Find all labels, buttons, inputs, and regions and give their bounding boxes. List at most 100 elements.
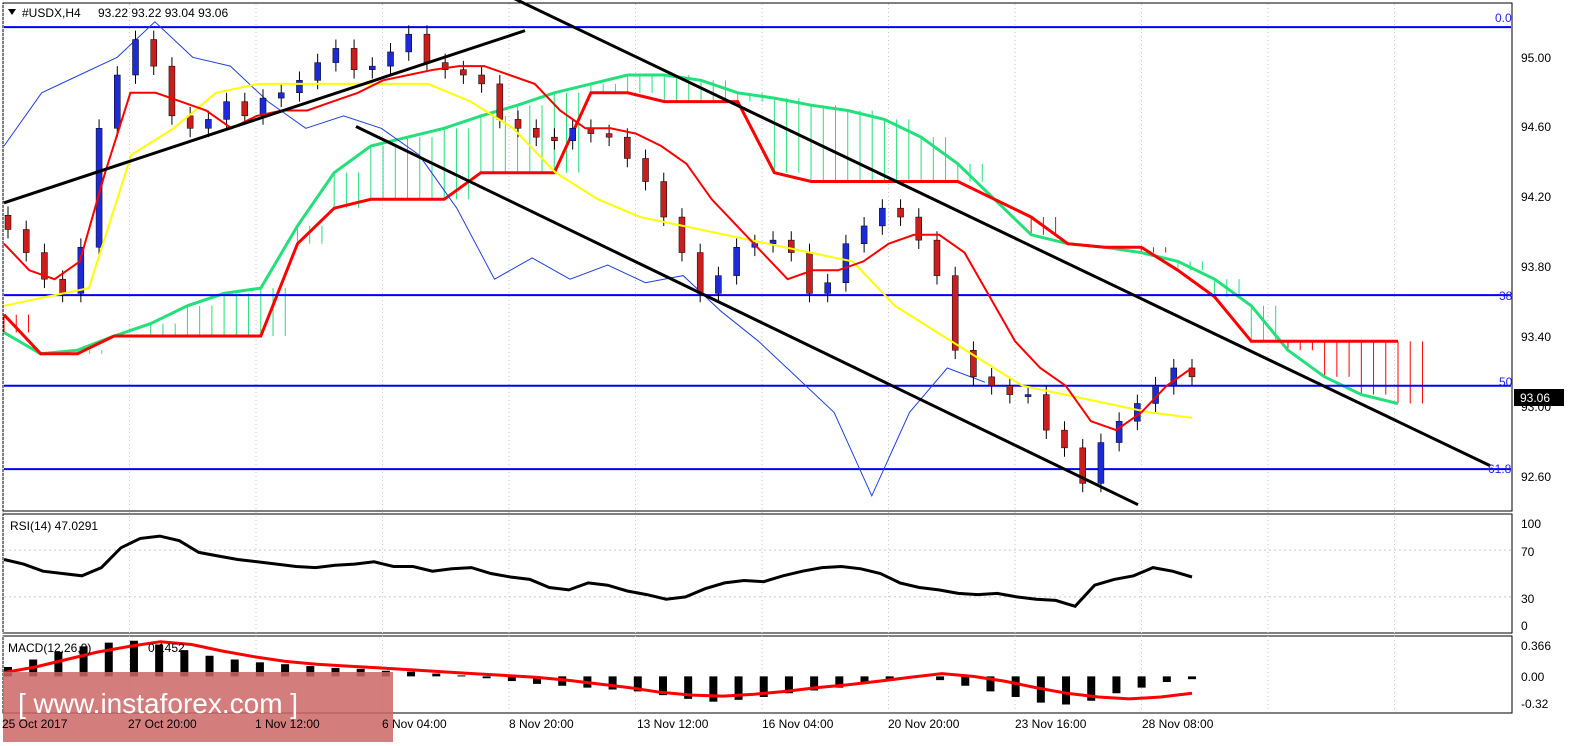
bear-candle — [678, 216, 686, 253]
current-price-value: 93.06 — [1520, 391, 1550, 405]
price-plot — [2, 0, 1511, 712]
bull-candle — [569, 128, 576, 141]
bear-candle — [478, 74, 485, 85]
bear-candle — [897, 207, 904, 218]
bear-candle — [59, 278, 66, 294]
time-tick-label: 6 Nov 04:00 — [382, 717, 447, 731]
bull-candle — [879, 207, 886, 227]
bull-candle — [769, 239, 777, 244]
price-tick-label: 93.80 — [1521, 260, 1551, 274]
bear-candle — [1079, 447, 1086, 484]
bull-candle — [223, 101, 230, 120]
bear-candle — [1043, 394, 1050, 431]
time-tick-label: 20 Nov 20:00 — [888, 717, 960, 731]
macd-value: 0.1452 — [148, 641, 185, 655]
macd-histogram-bar — [961, 676, 970, 686]
macd-histogram-bar — [709, 676, 718, 702]
macd-histogram-bar — [810, 676, 819, 691]
macd-histogram-bar — [54, 652, 63, 677]
bear-candle — [441, 62, 449, 70]
bull-candle — [95, 128, 103, 248]
macd-histogram-bar — [784, 676, 793, 694]
macd-histogram-bar — [281, 664, 290, 677]
macd-tick-label: 0.366 — [1521, 639, 1551, 653]
bear-candle — [788, 239, 795, 253]
bear-candle — [660, 181, 668, 218]
macd-histogram-bar — [1087, 676, 1096, 701]
price-tick-label: 92.60 — [1521, 470, 1551, 484]
time-tick-label: 23 Nov 16:00 — [1015, 717, 1087, 731]
macd-histogram-bar — [1011, 676, 1020, 697]
dropdown-arrow-icon[interactable] — [8, 9, 16, 15]
tenkan-sen-line — [3, 65, 1193, 432]
bear-candle — [532, 128, 540, 138]
macd-histogram-bar — [835, 676, 844, 688]
price-tick-label: 94.60 — [1521, 120, 1551, 134]
macd-histogram-bar — [658, 676, 667, 696]
bear-candle — [150, 39, 157, 67]
bear-candle — [1061, 429, 1068, 449]
bull-candle — [842, 243, 850, 283]
macd-histogram-bar — [1188, 676, 1196, 680]
bull-candle — [1134, 403, 1141, 422]
watermark-box — [3, 672, 393, 742]
macd-signal-line — [3, 640, 1193, 701]
rsi-tick-label: 30 — [1521, 592, 1535, 606]
macd-histogram-bar — [885, 676, 894, 681]
bull-candle — [277, 92, 285, 99]
time-tick-label: 1 Nov 12:00 — [255, 717, 320, 731]
bull-candle — [715, 275, 722, 294]
bull-candle — [77, 246, 85, 294]
macd-histogram-bar — [633, 676, 642, 692]
bear-candle — [496, 83, 504, 120]
macd-histogram-bar — [457, 675, 466, 677]
bear-candle — [241, 101, 249, 117]
price-tick-label: 94.20 — [1521, 190, 1551, 204]
bear-candle — [423, 33, 431, 63]
rsi-title: RSI(14) 47.0291 — [10, 519, 98, 533]
time-tick-label: 13 Nov 12:00 — [637, 717, 709, 731]
upper-channel-line — [513, 0, 1491, 467]
rsi-panel-frame — [2, 513, 1513, 634]
bull-candle — [114, 74, 121, 129]
bull-candle — [824, 282, 831, 294]
macd-plot — [3, 640, 1196, 705]
bull-candle — [1097, 442, 1105, 484]
macd-tick-label: -0.32 — [1521, 697, 1549, 711]
bull-candle — [314, 62, 321, 81]
price-tick-label: 95.00 — [1521, 51, 1551, 65]
bear-candle — [1188, 367, 1196, 378]
fib-label-61-8: 61.8 — [1488, 462, 1512, 476]
bear-candle — [41, 252, 48, 280]
rising-trend-line — [3, 29, 526, 205]
macd-histogram-bar — [1062, 676, 1071, 705]
senkou-span-a-line — [3, 73, 1399, 405]
bear-candle — [514, 119, 522, 129]
bear-candle — [186, 115, 194, 129]
time-tick-label: 16 Nov 04:00 — [762, 717, 834, 731]
time-tick-label: 27 Oct 20:00 — [128, 717, 197, 731]
bear-candle — [1006, 385, 1014, 395]
macd-histogram-bar — [482, 676, 491, 679]
macd-histogram-bar — [860, 676, 869, 684]
fib-label-0: 0.0 — [1495, 11, 1512, 25]
bear-candle — [624, 136, 631, 159]
macd-histogram-bar — [432, 673, 441, 677]
fib-label-38: 38 — [1499, 289, 1513, 303]
macd-histogram-bar — [734, 676, 743, 700]
macd-histogram-bar — [205, 655, 214, 677]
bear-candle — [551, 136, 558, 141]
bear-candle — [22, 229, 30, 253]
macd-histogram-bar — [155, 644, 164, 677]
bear-candle — [915, 216, 923, 241]
chart-ohlc: 93.22 93.22 93.04 93.06 — [98, 6, 228, 20]
macd-histogram-bar — [104, 642, 113, 677]
kijun-sen-line — [3, 82, 1193, 419]
rsi-line — [3, 534, 1193, 609]
macd-histogram-bar — [129, 640, 138, 677]
macd-histogram-bar — [608, 676, 617, 690]
bull-candle — [733, 246, 740, 276]
macd-histogram-bar — [79, 646, 88, 677]
bull-candle — [205, 119, 212, 129]
